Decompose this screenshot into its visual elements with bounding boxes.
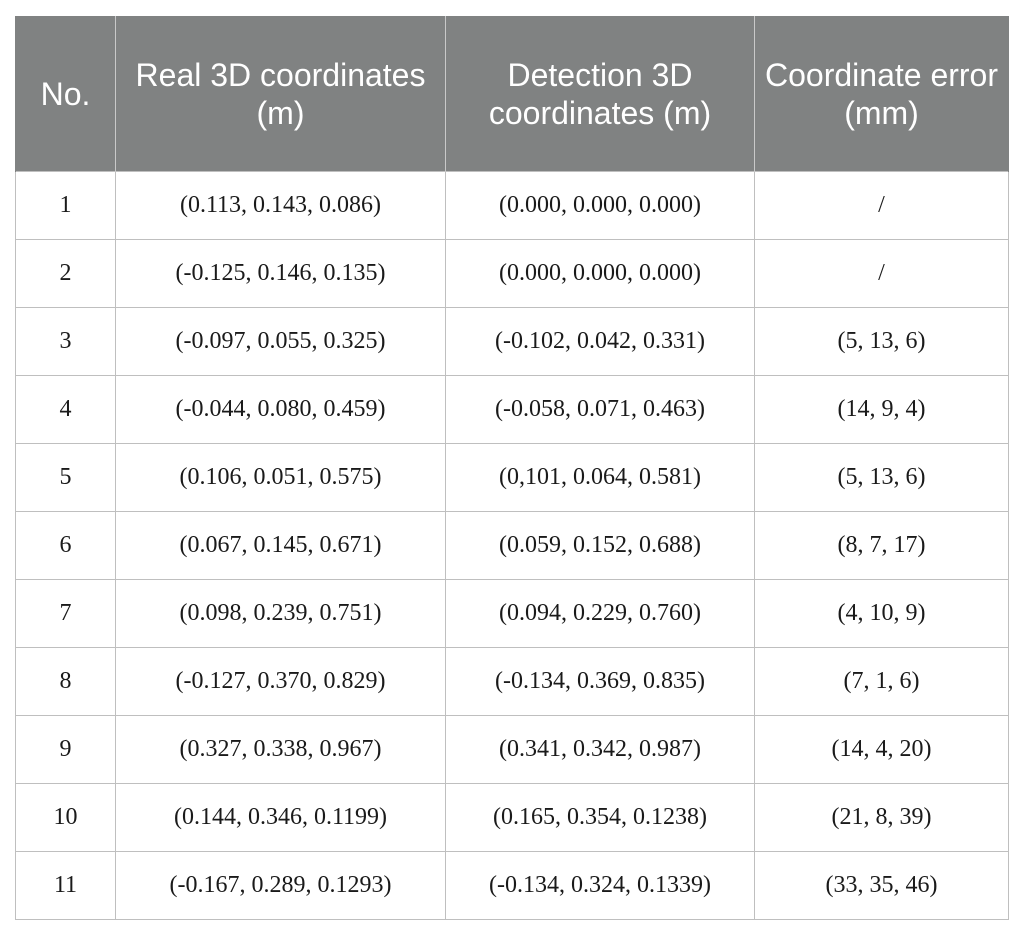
cell-detection-coordinates: (0.341, 0.342, 0.987) xyxy=(445,715,755,784)
table-row: 1 (0.113, 0.143, 0.086) (0.000, 0.000, 0.0… xyxy=(15,171,1009,240)
table-row: 3 (-0.097, 0.055, 0.325) (-0.102, 0.042, 0… xyxy=(15,307,1009,376)
cell-no: 10 xyxy=(15,783,116,852)
cell-real-coordinates: (0.106, 0.051, 0.575) xyxy=(115,443,446,512)
cell-detection-coordinates: (0.059, 0.152, 0.688) xyxy=(445,511,755,580)
cell-coordinate-error: (14, 4, 20) xyxy=(754,715,1009,784)
coordinate-table-container: No. Real 3D coordinates (m) Detection 3D… xyxy=(15,16,1009,920)
cell-coordinate-error: (5, 13, 6) xyxy=(754,443,1009,512)
cell-detection-coordinates: (-0.102, 0.042, 0.331) xyxy=(445,307,755,376)
cell-no: 7 xyxy=(15,579,116,648)
cell-real-coordinates: (-0.097, 0.055, 0.325) xyxy=(115,307,446,376)
header-no: No. xyxy=(15,16,116,172)
cell-coordinate-error: (5, 13, 6) xyxy=(754,307,1009,376)
cell-no: 6 xyxy=(15,511,116,580)
cell-real-coordinates: (-0.125, 0.146, 0.135) xyxy=(115,239,446,308)
cell-real-coordinates: (0.144, 0.346, 0.1199) xyxy=(115,783,446,852)
cell-coordinate-error: (21, 8, 39) xyxy=(754,783,1009,852)
cell-no: 11 xyxy=(15,851,116,920)
cell-coordinate-error: / xyxy=(754,239,1009,308)
cell-real-coordinates: (-0.044, 0.080, 0.459) xyxy=(115,375,446,444)
cell-detection-coordinates: (-0.134, 0.324, 0.1339) xyxy=(445,851,755,920)
cell-coordinate-error: (7, 1, 6) xyxy=(754,647,1009,716)
cell-coordinate-error: (8, 7, 17) xyxy=(754,511,1009,580)
cell-no: 9 xyxy=(15,715,116,784)
cell-real-coordinates: (0.067, 0.145, 0.671) xyxy=(115,511,446,580)
cell-no: 8 xyxy=(15,647,116,716)
table-row: 10 (0.144, 0.346, 0.1199) (0.165, 0.354, 0… xyxy=(15,783,1009,852)
coordinate-table: No. Real 3D coordinates (m) Detection 3D… xyxy=(15,16,1009,920)
cell-detection-coordinates: (0,101, 0.064, 0.581) xyxy=(445,443,755,512)
table-row: 4 (-0.044, 0.080, 0.459) (-0.058, 0.071, 0… xyxy=(15,375,1009,444)
cell-real-coordinates: (0.327, 0.338, 0.967) xyxy=(115,715,446,784)
header-coordinate-error: Coordinate error (mm) xyxy=(754,16,1009,172)
cell-detection-coordinates: (-0.134, 0.369, 0.835) xyxy=(445,647,755,716)
table-row: 8 (-0.127, 0.370, 0.829) (-0.134, 0.369, 0… xyxy=(15,647,1009,716)
cell-detection-coordinates: (0.000, 0.000, 0.000) xyxy=(445,239,755,308)
cell-coordinate-error: (33, 35, 46) xyxy=(754,851,1009,920)
cell-no: 1 xyxy=(15,171,116,240)
cell-no: 2 xyxy=(15,239,116,308)
table-row: 11 (-0.167, 0.289, 0.1293) (-0.134, 0.324,… xyxy=(15,851,1009,920)
header-row: No. Real 3D coordinates (m) Detection 3D… xyxy=(15,16,1009,172)
table-row: 9 (0.327, 0.338, 0.967) (0.341, 0.342, 0.9… xyxy=(15,715,1009,784)
table-row: 7 (0.098, 0.239, 0.751) (0.094, 0.229, 0.7… xyxy=(15,579,1009,648)
table-row: 2 (-0.125, 0.146, 0.135) (0.000, 0.000, 0.… xyxy=(15,239,1009,308)
cell-no: 3 xyxy=(15,307,116,376)
cell-coordinate-error: (14, 9, 4) xyxy=(754,375,1009,444)
cell-no: 4 xyxy=(15,375,116,444)
cell-detection-coordinates: (0.094, 0.229, 0.760) xyxy=(445,579,755,648)
cell-real-coordinates: (-0.127, 0.370, 0.829) xyxy=(115,647,446,716)
cell-coordinate-error: / xyxy=(754,171,1009,240)
cell-real-coordinates: (0.113, 0.143, 0.086) xyxy=(115,171,446,240)
table-body: 1 (0.113, 0.143, 0.086) (0.000, 0.000, 0.0… xyxy=(15,171,1009,920)
table-row: 6 (0.067, 0.145, 0.671) (0.059, 0.152, 0.6… xyxy=(15,511,1009,580)
table-row: 5 (0.106, 0.051, 0.575) (0,101, 0.064, 0.5… xyxy=(15,443,1009,512)
cell-coordinate-error: (4, 10, 9) xyxy=(754,579,1009,648)
table-header: No. Real 3D coordinates (m) Detection 3D… xyxy=(15,16,1009,172)
cell-no: 5 xyxy=(15,443,116,512)
cell-real-coordinates: (0.098, 0.239, 0.751) xyxy=(115,579,446,648)
header-detection-coordinates: Detection 3D coordinates (m) xyxy=(445,16,755,172)
cell-real-coordinates: (-0.167, 0.289, 0.1293) xyxy=(115,851,446,920)
cell-detection-coordinates: (0.000, 0.000, 0.000) xyxy=(445,171,755,240)
header-real-coordinates: Real 3D coordinates (m) xyxy=(115,16,446,172)
cell-detection-coordinates: (-0.058, 0.071, 0.463) xyxy=(445,375,755,444)
cell-detection-coordinates: (0.165, 0.354, 0.1238) xyxy=(445,783,755,852)
